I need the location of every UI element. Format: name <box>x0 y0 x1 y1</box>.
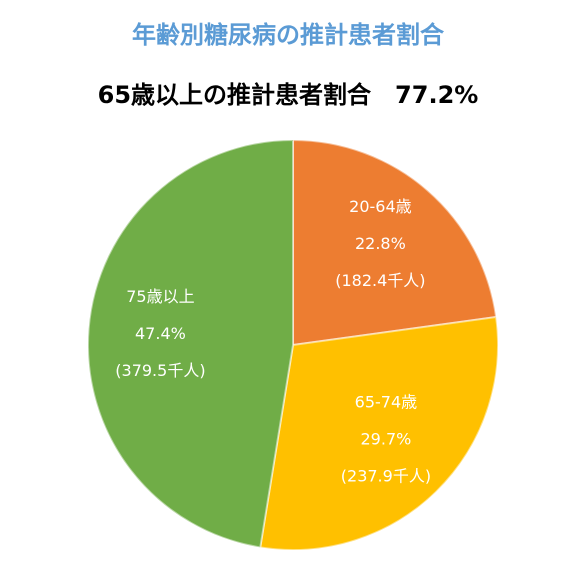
slice-count-label: (237.9千人) <box>341 467 431 486</box>
chart-title: 年齢別糖尿病の推計患者割合 <box>132 21 445 49</box>
slice-category-label: 75歳以上 <box>126 287 194 306</box>
slice-value-label: 29.7% <box>361 430 412 449</box>
pie-slice <box>87 138 294 549</box>
slice-count-label: (379.5千人) <box>115 361 205 380</box>
slice-value-label: 47.4% <box>135 324 186 343</box>
pie-slice <box>259 315 499 551</box>
slice-category-label: 20-64歳 <box>349 197 412 216</box>
pie-slice <box>292 138 498 347</box>
chart-subtitle: 65歳以上の推計患者割合 77.2% <box>98 81 479 109</box>
slice-count-label: (182.4千人) <box>335 271 425 290</box>
slice-category-label: 65-74歳 <box>355 393 418 412</box>
slice-value-label: 22.8% <box>355 234 406 253</box>
